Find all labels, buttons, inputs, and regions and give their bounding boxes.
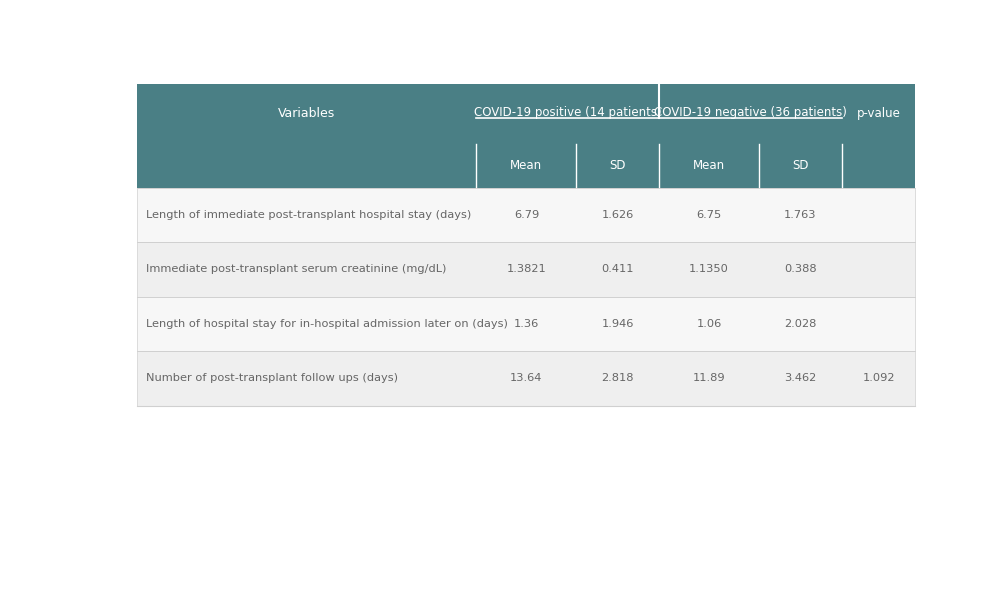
Bar [576, 143, 659, 187]
Bar [842, 143, 915, 187]
Bar [659, 143, 759, 187]
Text: 11.89: 11.89 [693, 373, 725, 383]
Text: 0.388: 0.388 [784, 264, 817, 274]
Text: 1.946: 1.946 [602, 319, 634, 329]
Bar [842, 83, 915, 143]
Text: p-value: p-value [857, 107, 901, 120]
Bar [137, 351, 915, 406]
Text: 3.462: 3.462 [784, 373, 817, 383]
Text: COVID-19 positive (14 patients): COVID-19 positive (14 patients) [474, 106, 662, 119]
Text: SD: SD [792, 159, 809, 172]
Bar [137, 83, 476, 143]
Text: 2.818: 2.818 [601, 373, 634, 383]
Text: COVID-19 negative (36 patients): COVID-19 negative (36 patients) [654, 106, 847, 119]
Text: Number of post-transplant follow ups (days): Number of post-transplant follow ups (da… [146, 373, 398, 383]
Bar [137, 242, 915, 296]
Bar [137, 187, 915, 242]
Text: 1.092: 1.092 [862, 373, 895, 383]
Text: 1.626: 1.626 [602, 210, 634, 220]
Bar [137, 143, 476, 187]
Text: 1.36: 1.36 [514, 319, 539, 329]
Text: Immediate post-transplant serum creatinine (mg/dL): Immediate post-transplant serum creatini… [146, 264, 446, 274]
Text: 2.028: 2.028 [784, 319, 817, 329]
Text: Length of immediate post-transplant hospital stay (days): Length of immediate post-transplant hosp… [146, 210, 471, 220]
Text: 6.79: 6.79 [514, 210, 539, 220]
Text: Variables: Variables [278, 107, 335, 120]
Text: Length of hospital stay for in-hospital admission later on (days): Length of hospital stay for in-hospital … [146, 319, 508, 329]
Text: 1.1350: 1.1350 [689, 264, 729, 274]
Bar [476, 143, 576, 187]
Bar [137, 296, 915, 351]
Text: 1.3821: 1.3821 [507, 264, 546, 274]
Text: 1.763: 1.763 [784, 210, 817, 220]
Text: 6.75: 6.75 [696, 210, 722, 220]
Text: 1.06: 1.06 [696, 319, 722, 329]
Bar [659, 83, 842, 143]
Text: Mean: Mean [693, 159, 725, 172]
Bar [476, 83, 659, 143]
Bar [759, 143, 842, 187]
Text: 13.64: 13.64 [510, 373, 543, 383]
Text: Mean: Mean [510, 159, 542, 172]
Text: 0.411: 0.411 [601, 264, 634, 274]
Text: SD: SD [609, 159, 626, 172]
